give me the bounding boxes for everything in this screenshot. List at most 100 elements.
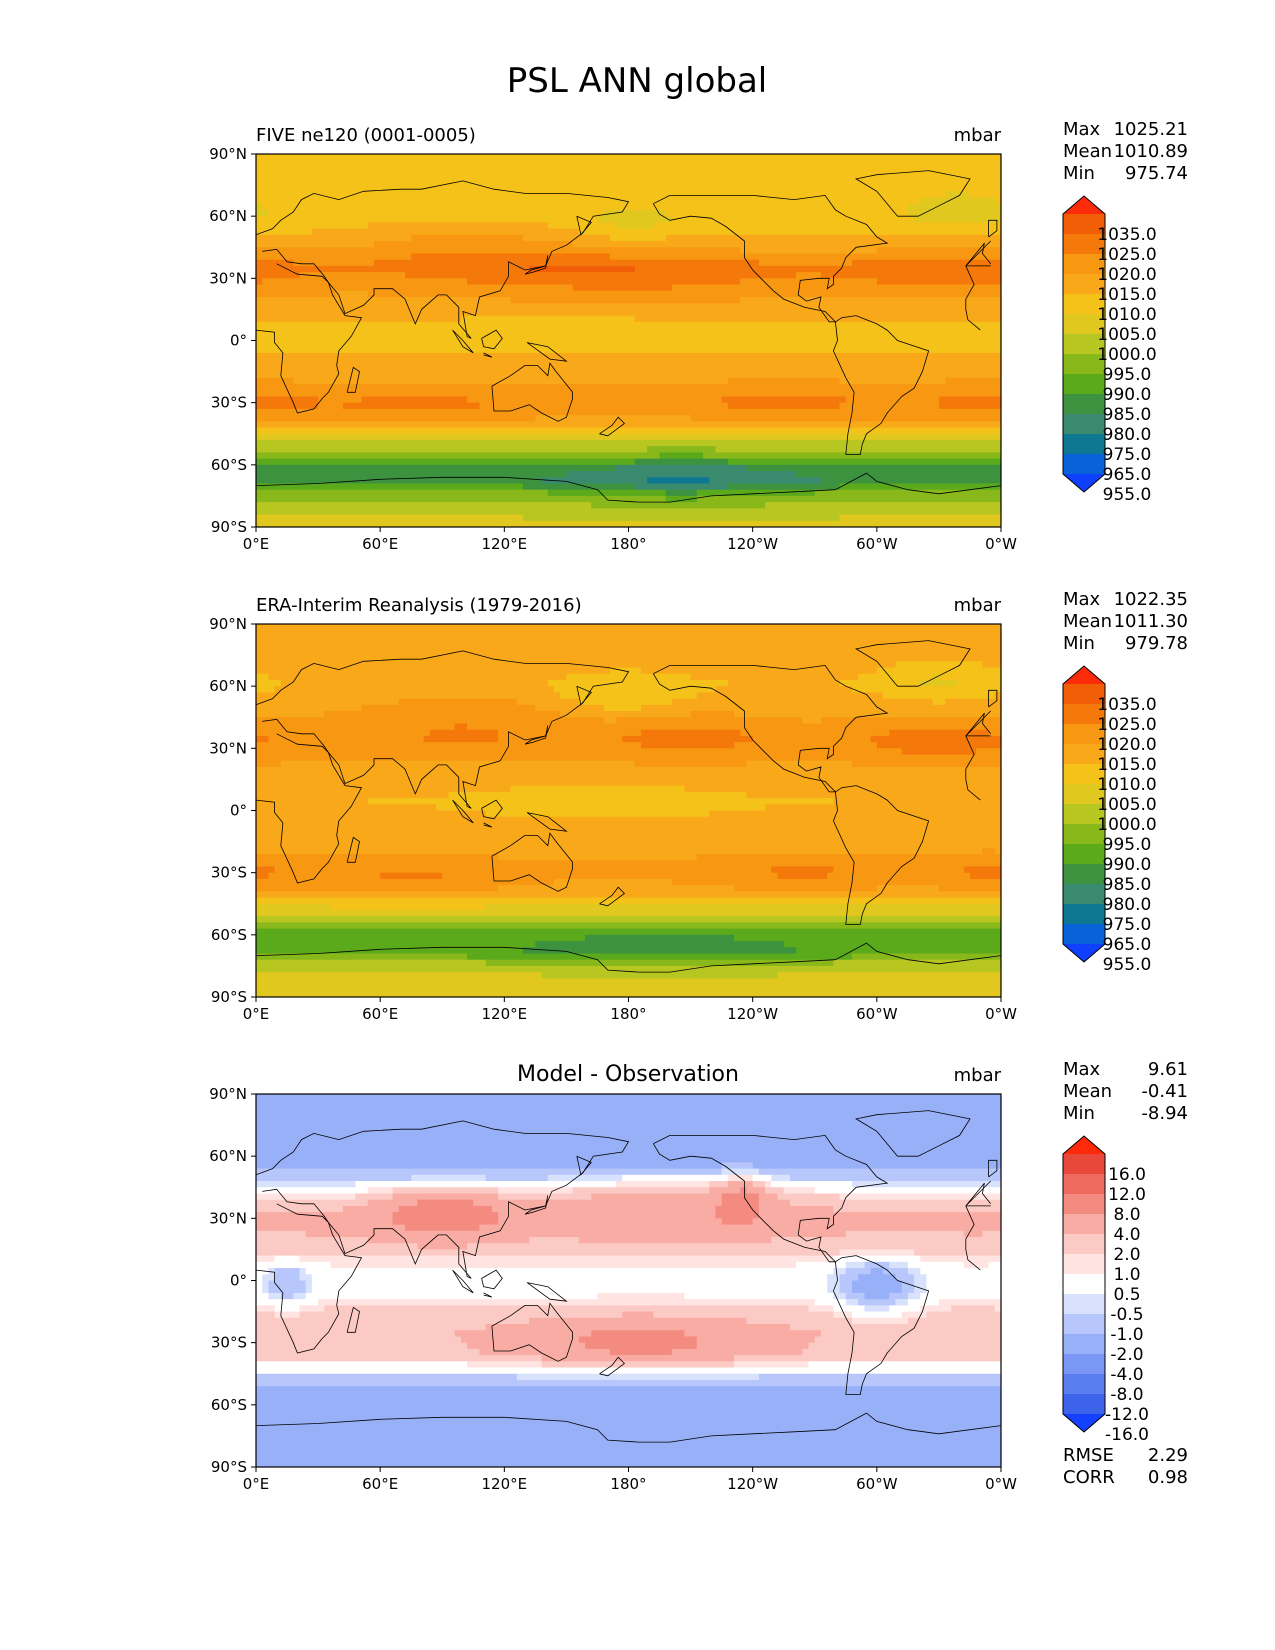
contour-cell xyxy=(256,1417,1001,1425)
contour-cell xyxy=(938,885,1001,892)
contour-cell xyxy=(696,854,1001,861)
contour-cell xyxy=(765,804,1001,812)
contour-cell xyxy=(274,1311,301,1319)
coastline xyxy=(346,1306,360,1333)
colorbar-segment xyxy=(1063,1174,1105,1195)
contour-cell xyxy=(442,872,779,880)
contour-cell xyxy=(963,866,1001,874)
contour-cell xyxy=(256,941,536,948)
coastlines xyxy=(256,170,1001,503)
contour-cell xyxy=(833,959,1001,967)
contour-cell xyxy=(982,847,996,855)
coastline xyxy=(256,650,992,809)
colorbar-level-label: 1015.0 xyxy=(1097,755,1156,775)
contour-cell xyxy=(256,760,282,768)
contour-cell xyxy=(311,1280,828,1288)
contour-cell xyxy=(256,1379,1001,1387)
contour-cell xyxy=(268,735,425,743)
contour-cell xyxy=(926,1280,1001,1288)
contour-cell xyxy=(256,452,661,460)
contour-cell xyxy=(734,1355,1001,1362)
contour-cell xyxy=(355,1181,617,1188)
contour-cell xyxy=(740,1187,748,1195)
contour-cell xyxy=(852,259,1001,267)
contour-cell xyxy=(845,1268,872,1275)
contour-cell xyxy=(907,1317,1001,1325)
coastline xyxy=(526,342,568,362)
colorbar-segment xyxy=(1063,804,1105,825)
contour-cell xyxy=(671,878,1001,886)
coastline xyxy=(256,1412,1001,1443)
contour-cell xyxy=(392,1212,499,1219)
contour-cell xyxy=(268,1292,282,1300)
contour-cell xyxy=(256,415,536,422)
contour-cell xyxy=(771,1174,791,1182)
contour-cell xyxy=(256,972,543,979)
contour-cell xyxy=(256,1100,1001,1108)
coastline xyxy=(855,1110,971,1157)
colorbar-level-label: 1025.0 xyxy=(1097,715,1156,735)
colorbar-level-label: 965.0 xyxy=(1103,935,1152,955)
contour-cell xyxy=(305,1268,834,1275)
contour-cell xyxy=(727,1181,754,1188)
contour-cell xyxy=(256,1286,263,1294)
contour-cell xyxy=(256,384,1001,391)
contour-cell xyxy=(256,222,369,230)
contour-cell xyxy=(256,365,1001,373)
contour-cell xyxy=(727,483,841,491)
lat-tick-label: 90°S xyxy=(211,1458,247,1476)
contour-cell xyxy=(845,1292,866,1300)
coastline xyxy=(526,812,568,832)
coastline xyxy=(652,664,889,793)
contour-cell xyxy=(256,377,294,385)
contour-cell xyxy=(256,984,1001,992)
contour-cell xyxy=(256,1112,1001,1120)
contour-cell xyxy=(758,1212,1001,1219)
contour-cell xyxy=(256,185,1001,192)
colorbar-segment xyxy=(1063,354,1105,375)
contour-cell xyxy=(690,673,859,681)
contour-cell xyxy=(256,773,1001,781)
colorbar-level-label: 1010.0 xyxy=(1097,305,1156,325)
contour-cell xyxy=(256,816,1001,824)
contour-cell xyxy=(951,1305,996,1313)
contour-cell xyxy=(256,959,487,967)
coastline xyxy=(481,799,503,820)
contour-cell xyxy=(460,1336,580,1344)
contour-cell xyxy=(491,1205,717,1213)
contour-cell xyxy=(864,1292,890,1300)
colorbar-segment xyxy=(1063,234,1105,255)
colorbar-segment xyxy=(1063,1254,1105,1275)
contour-cell xyxy=(256,1435,1001,1443)
contour-cell xyxy=(746,760,853,768)
contour-cell xyxy=(256,624,1001,631)
contour-cell xyxy=(498,1193,592,1201)
colorbar-level-label: 1025.0 xyxy=(1097,245,1156,265)
contour-cell xyxy=(845,1261,866,1269)
contour-cell xyxy=(982,661,1001,669)
contour-cell xyxy=(305,1292,599,1300)
contour-cell xyxy=(485,903,1001,911)
contour-cell xyxy=(634,458,729,466)
contour-cell xyxy=(876,278,1001,286)
stat-min-value: 979.78 xyxy=(1125,633,1188,654)
contour-cell xyxy=(876,885,940,892)
contour-cell xyxy=(920,197,996,205)
colorbar-level-label: -1.0 xyxy=(1110,1325,1143,1345)
contour-cell xyxy=(572,1187,710,1195)
contour-cell xyxy=(827,1274,841,1282)
contour-cell xyxy=(852,686,1001,693)
contour-cell xyxy=(938,673,1001,681)
contour-cell xyxy=(535,941,785,948)
contour-cell xyxy=(920,1292,1001,1300)
contour-cell xyxy=(671,698,934,706)
contour-cell xyxy=(256,1361,468,1369)
contour-cell xyxy=(752,1218,1001,1226)
contour-cell xyxy=(777,872,828,880)
contour-cell xyxy=(305,1230,847,1238)
colorbar: 1035.01025.01020.01015.01010.01005.01000… xyxy=(1062,665,1157,975)
contour-cell xyxy=(256,1205,344,1213)
contour-cell xyxy=(547,1174,623,1182)
contour-cell xyxy=(256,216,599,223)
